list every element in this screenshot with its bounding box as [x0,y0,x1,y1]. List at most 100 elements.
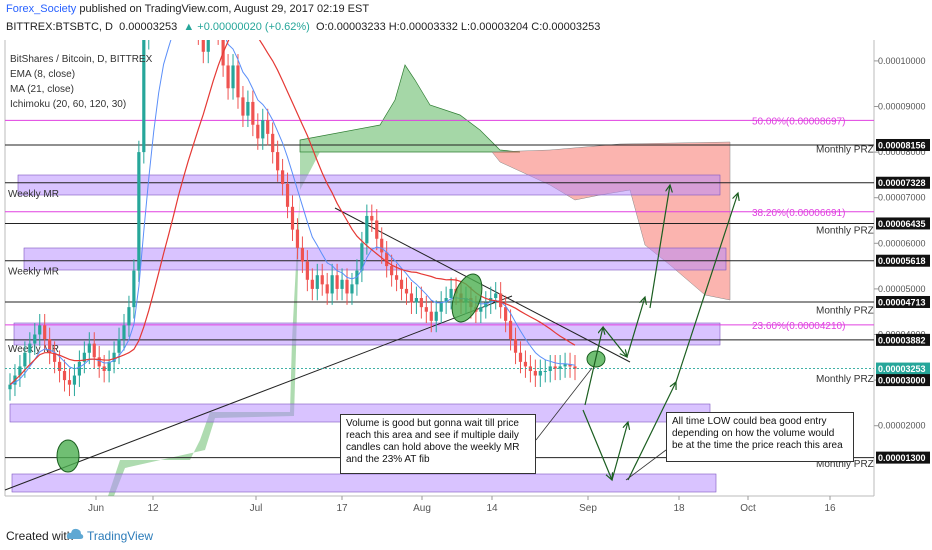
candle-body-84 [424,307,428,312]
y-tick-label-9: 0.00002000 [878,421,926,431]
candle-body-27 [142,40,146,153]
candle-body-24 [127,307,131,326]
candle-body-7 [43,325,47,340]
symbol-label: BITTREX:BTSBTC, D [6,21,113,33]
prz-zone-5 [11,473,717,493]
candle-body-39 [201,40,205,52]
price-tag-label-4: 0.00004713 [878,297,926,307]
candle-body-113 [568,364,572,367]
candle-body-67 [340,279,344,289]
candle-body-23 [122,325,126,340]
weekly-mr-label-1: Weekly MR [8,189,59,200]
y-tick-label-5: 0.00006000 [878,238,926,248]
candle-body-63 [320,275,324,285]
price-tag-label-5: 0.00003882 [878,335,926,345]
note-right: All time LOW could bea good entry depend… [666,412,854,462]
price-tag-label-8: 0.00001300 [878,453,926,463]
author-link[interactable]: Forex_Society [6,3,77,15]
weekly-mr-label-2: Weekly MR [8,267,59,278]
candle-body-40 [206,40,210,52]
candle-body-2 [18,366,22,376]
candle-body-73 [370,215,374,221]
candle-body-59 [300,247,305,262]
candle-body-22 [117,339,121,353]
price-tag-box-2 [876,217,930,230]
chart-legend: BitShares / Bitcoin, D, BITTREX EMA (8, … [10,52,152,112]
ichimoku-cloud-lower [108,152,320,496]
prz-zone-2 [23,247,727,271]
x-tick-label-1: 12 [147,503,159,514]
candle-body-81 [409,293,414,303]
weekly-mr-label-3: Weekly MR [8,344,59,355]
legend-ema: EMA (8, close) [10,69,76,80]
price-tag-box-7 [876,374,930,387]
price-tag-box-4 [876,295,930,308]
monthly-prz-label-3: Monthly PRZ [816,305,874,316]
candle-body-15 [82,352,86,362]
projection-arrow-5 [582,409,612,480]
candle-body-56 [285,184,290,207]
candle-body-99 [499,293,503,308]
candle-body-95 [479,307,483,312]
x-tick-label-6: Sep [579,503,597,514]
x-tick-label-8: Oct [740,503,756,514]
y-tick-label-6: 0.00005000 [878,284,926,294]
candle-body-80 [404,288,409,294]
candle-body-48 [246,101,250,116]
candle-body-75 [380,238,384,253]
candle-body-50 [256,124,260,139]
candle-body-55 [280,170,285,185]
price-tag-label-2: 0.00006435 [878,219,926,229]
trend-line-resistance [334,207,631,363]
candle-body-100 [504,307,508,321]
candle-body-114 [573,366,577,369]
price-tag-box-6 [876,362,930,375]
tradingview-brand[interactable]: TradingView [87,529,154,543]
x-tick-label-9: 16 [824,503,836,514]
candle-body-4 [28,343,32,353]
candle-body-72 [365,215,369,244]
candle-body-60 [305,261,309,280]
candle-body-45 [231,65,235,89]
projection-arrow-7 [627,382,676,481]
note-right-pointer [625,449,667,481]
candle-body-19 [102,366,106,371]
candle-body-14 [77,361,81,376]
price-tag-box-3 [876,254,930,267]
projection-arrow-6 [611,422,628,481]
chart-footer: Created with TradingView [0,522,932,550]
ohlc-info: BITTREX:BTSBTC, D 0.00003253 ▲ +0.000000… [6,21,600,33]
candle-body-78 [394,275,399,280]
fib-label-3: 38.20%(0.00006691) [752,208,845,219]
candle-body-53 [271,133,275,153]
candle-body-61 [310,279,314,289]
candle-body-16 [87,343,91,353]
price-tag-label-7: 0.00003000 [878,376,926,386]
last-price: 0.00003253 [119,21,178,33]
candle-body-111 [558,366,562,369]
legend-ichimoku: Ichimoku (20, 60, 120, 30) [10,99,127,110]
candle-body-46 [236,65,240,98]
candle-body-26 [137,152,141,271]
candle-body-49 [251,101,255,125]
candle-body-88 [444,298,448,303]
candle-body-62 [315,275,319,289]
monthly-prz-label-4: Monthly PRZ [816,374,874,385]
candle-body-58 [295,229,300,248]
candle-body-8 [48,339,52,353]
candle-body-5 [33,334,37,344]
candle-body-20 [107,361,111,371]
tradingview-cloud-icon [66,528,84,539]
monthly-prz-label-2: Monthly PRZ [816,226,874,237]
candle-body-77 [390,266,394,276]
chart-area[interactable]: 61.80%(0.00010702)50.00%(0.00008697)38.2… [0,40,932,522]
candle-body-82 [414,298,419,303]
candle-body-9 [53,352,57,362]
publish-text: published on TradingView.com, August 29,… [79,3,370,15]
y-tick-label-3: 0.00008000 [878,147,926,157]
projection-arrow-2 [602,326,627,357]
candle-body-6 [38,325,42,335]
x-tick-label-5: 14 [486,503,498,514]
x-tick-label-2: Jul [250,503,263,514]
projection-arrow-1 [584,327,603,406]
